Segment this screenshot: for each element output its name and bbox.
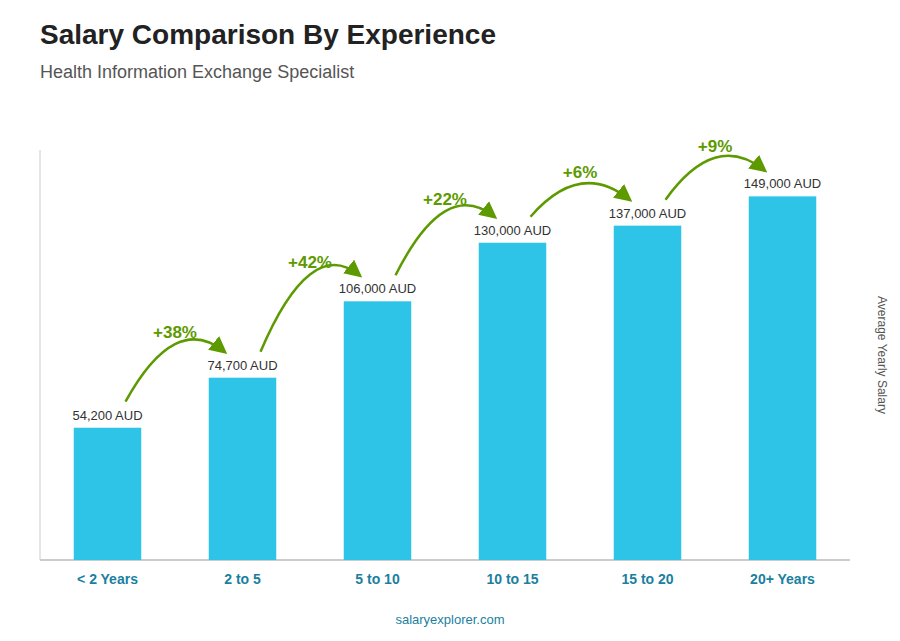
change-arrow: [126, 339, 225, 401]
bar: [74, 428, 142, 560]
y-axis-label: Average Yearly Salary: [875, 296, 889, 414]
change-arrow: [531, 183, 630, 217]
title: Salary Comparison By Experience: [40, 19, 496, 50]
value-label: 54,200 AUD: [72, 408, 142, 423]
change-annotation: +9%: [698, 137, 733, 156]
chart-container: Salary Comparison By Experience Health In…: [0, 0, 900, 641]
value-label: 137,000 AUD: [609, 206, 686, 221]
bar: [614, 226, 682, 560]
x-tick-label: 2 to 5: [224, 571, 261, 587]
bar: [344, 301, 412, 560]
change-annotation: +6%: [563, 163, 598, 182]
chart-svg: Salary Comparison By Experience Health In…: [0, 0, 900, 641]
x-axis-line: [40, 560, 850, 561]
change-annotation: +38%: [153, 323, 197, 342]
bars: [74, 196, 817, 560]
value-label: 106,000 AUD: [339, 281, 416, 296]
y-axis-line: [40, 150, 41, 560]
subtitle: Health Information Exchange Specialist: [40, 62, 354, 82]
x-tick-label: 10 to 15: [486, 571, 538, 587]
x-tick-label: 5 to 10: [355, 571, 400, 587]
change-annotation: +42%: [288, 253, 332, 272]
change-arrow: [666, 156, 765, 200]
footer: salaryexplorer.com: [395, 612, 504, 627]
change-annotation: +22%: [423, 190, 467, 209]
x-tick-label: < 2 Years: [77, 571, 138, 587]
value-label: 74,700 AUD: [207, 358, 277, 373]
x-tick-label: 20+ Years: [750, 571, 815, 587]
bar: [479, 243, 547, 560]
bar: [209, 378, 277, 560]
change-arrow: [261, 265, 360, 352]
bar: [749, 196, 817, 560]
value-label: 149,000 AUD: [744, 176, 821, 191]
x-tick-label: 15 to 20: [621, 571, 673, 587]
change-arrow: [396, 205, 495, 275]
value-label: 130,000 AUD: [474, 223, 551, 238]
